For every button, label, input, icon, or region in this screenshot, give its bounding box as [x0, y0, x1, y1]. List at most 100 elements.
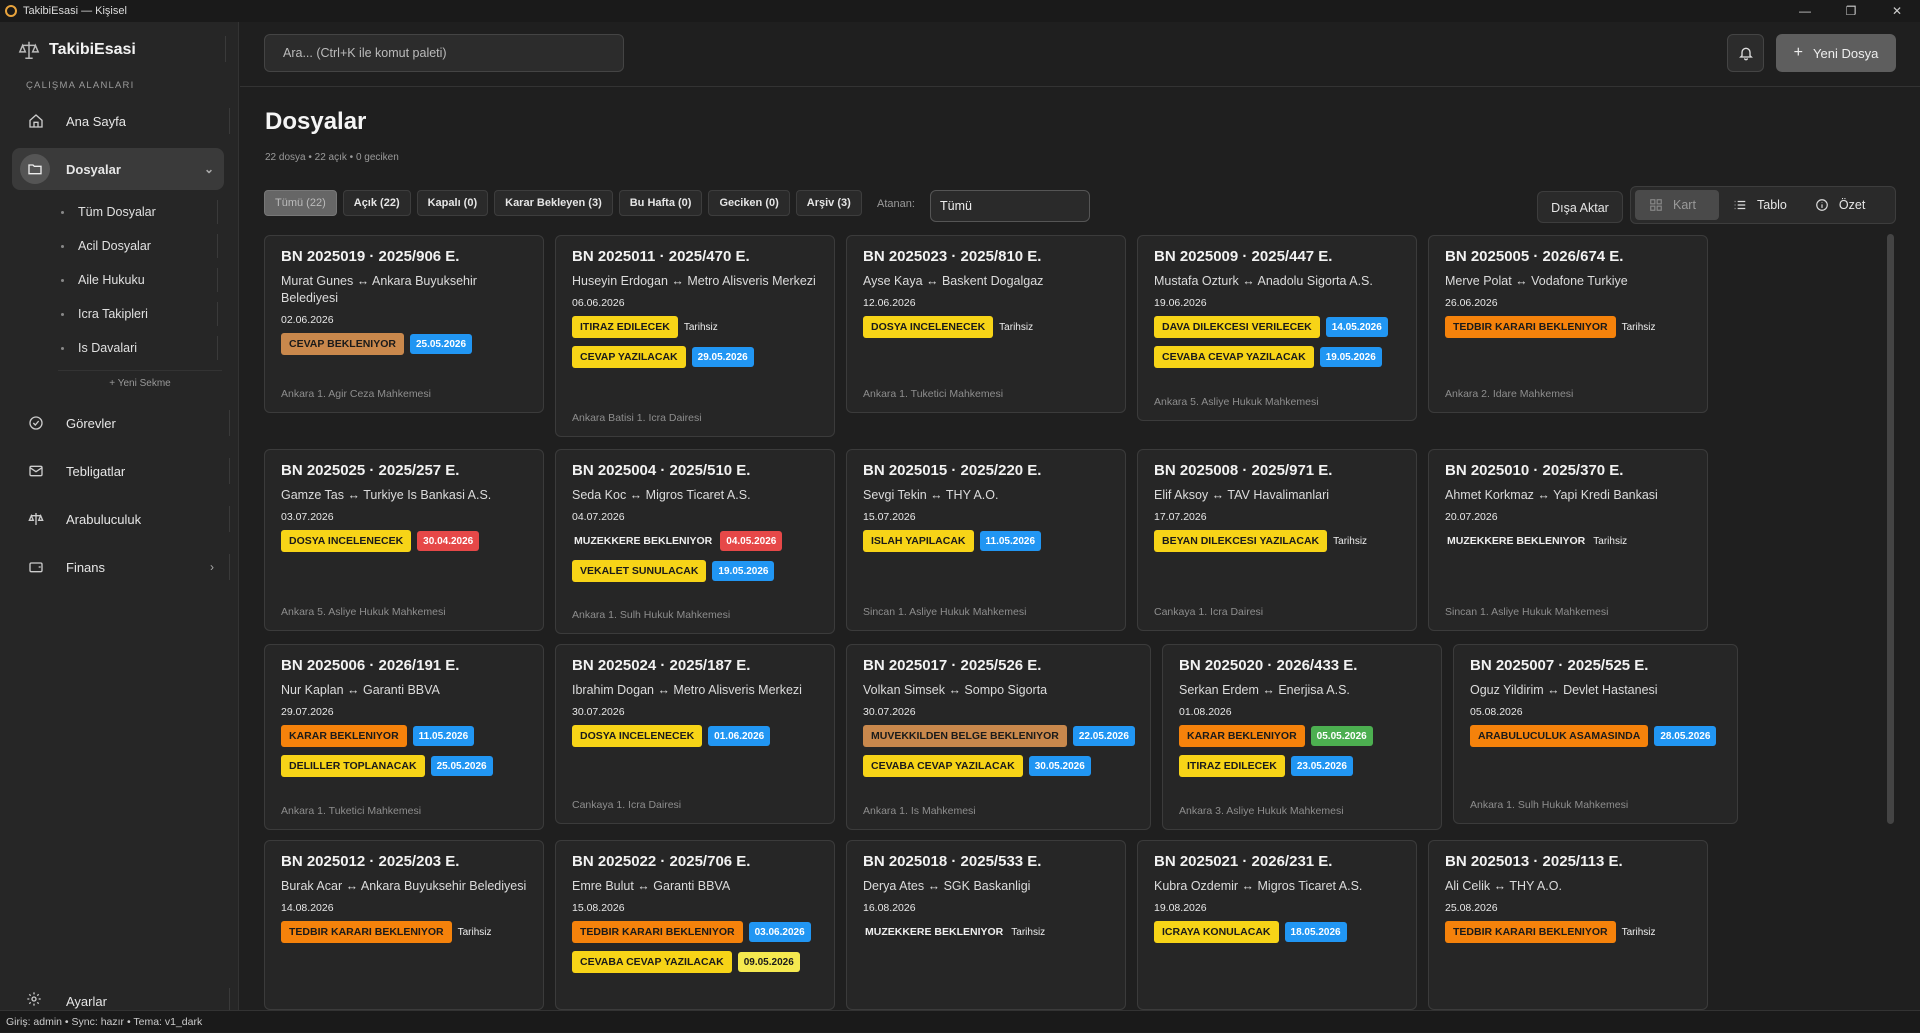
task-due-badge: 23.05.2026 [1290, 756, 1353, 776]
task-due-badge: 30.05.2026 [1028, 756, 1091, 776]
task-status-badge[interactable]: CEVABA CEVAP YAZILACAK [1154, 346, 1314, 368]
task-due-badge: Tarihsiz [457, 926, 492, 938]
filter-archive[interactable]: Arşiv (3) [795, 190, 862, 216]
task-due-badge: 30.04.2026 [417, 531, 480, 551]
file-card[interactable]: BN 2025012 · 2025/203 E. Burak Acar ↔ Ank… [264, 840, 544, 1010]
file-date: 06.06.2026 [572, 297, 625, 309]
file-parties: Elif Aksoy ↔ TAV Havalimanlari [1154, 488, 1330, 502]
maximize-icon[interactable]: ❐ [1845, 4, 1857, 18]
brand[interactable]: TakibiEsasi [18, 39, 136, 61]
task-status-badge[interactable]: ICRAYA KONULACAK [1154, 921, 1279, 943]
sidebar-item-home[interactable]: Ana Sayfa [12, 100, 230, 142]
file-card[interactable]: BN 2025015 · 2025/220 E. Sevgi Tekin ↔ TH… [846, 449, 1126, 631]
file-court: Cankaya 1. Icra Dairesi [572, 799, 682, 811]
notifications-button[interactable] [1727, 34, 1764, 72]
task-status-badge[interactable]: KARAR BEKLENIYOR [281, 725, 407, 747]
file-card[interactable]: BN 2025011 · 2025/470 E. Huseyin Erdogan … [555, 235, 835, 437]
task-status-badge[interactable]: ARABULUCULUK ASAMASINDA [1470, 725, 1649, 747]
task-status-badge[interactable]: CEVAP BEKLENIYOR [281, 333, 404, 355]
search-input[interactable]: Ara... (Ctrl+K ile komut paleti) [264, 34, 624, 72]
task-status-badge[interactable]: DOSYA INCELENECEK [572, 725, 703, 747]
task-status-badge[interactable]: MUZEKKERE BEKLENIYOR [865, 926, 1004, 938]
view-summary-button[interactable]: Özet [1801, 190, 1879, 220]
chevron-right-icon[interactable]: › [210, 560, 214, 574]
filter-open[interactable]: Açık (22) [342, 190, 411, 216]
folder-icon [20, 154, 50, 184]
assignee-select[interactable]: Tümü [930, 190, 1090, 222]
file-id: BN 2025012 · 2025/203 E. [281, 853, 460, 870]
file-card[interactable]: BN 2025022 · 2025/706 E. Emre Bulut ↔ Gar… [555, 840, 835, 1010]
task-status-badge[interactable]: MUVEKKILDEN BELGE BEKLENIYOR [863, 725, 1067, 747]
file-card[interactable]: BN 2025013 · 2025/113 E. Ali Celik ↔ THY … [1428, 840, 1708, 1010]
task-status-badge[interactable]: DAVA DILEKCESI VERILECEK [1154, 316, 1320, 338]
sidebar-subitem-labor[interactable]: Is Davalari [56, 332, 226, 364]
task-status-badge[interactable]: DOSYA INCELENECEK [281, 530, 412, 552]
file-card[interactable]: BN 2025023 · 2025/810 E. Ayse Kaya ↔ Bask… [846, 235, 1126, 413]
minimize-icon[interactable]: — [1799, 4, 1811, 18]
task-status-badge[interactable]: CEVAP YAZILACAK [572, 346, 686, 368]
task-status-badge[interactable]: TEDBIR KARARI BEKLENIYOR [1445, 921, 1616, 943]
task-status-badge[interactable]: BEYAN DILEKCESI YAZILACAK [1154, 530, 1328, 552]
file-card[interactable]: BN 2025008 · 2025/971 E. Elif Aksoy ↔ TAV… [1137, 449, 1417, 631]
file-parties: Ahmet Korkmaz ↔ Yapi Kredi Bankasi [1445, 488, 1658, 502]
sidebar-subitem-family[interactable]: Aile Hukuku [56, 264, 226, 296]
file-card[interactable]: BN 2025020 · 2026/433 E. Serkan Erdem ↔ E… [1162, 644, 1442, 830]
task-status-badge[interactable]: VEKALET SUNULACAK [572, 560, 707, 582]
sidebar-item-settings[interactable]: Ayarlar [12, 980, 230, 1022]
sidebar-subitem-enforcement[interactable]: Icra Takipleri [56, 298, 226, 330]
close-icon[interactable]: ✕ [1891, 4, 1903, 18]
file-card[interactable]: BN 2025025 · 2025/257 E. Gamze Tas ↔ Turk… [264, 449, 544, 631]
task-status-badge[interactable]: CEVABA CEVAP YAZILACAK [572, 951, 732, 973]
file-card[interactable]: BN 2025006 · 2026/191 E. Nur Kaplan ↔ Gar… [264, 644, 544, 830]
new-file-button[interactable]: + Yeni Dosya [1776, 34, 1896, 72]
chevron-down-icon[interactable]: ⌄ [203, 162, 214, 176]
sidebar-subitem-all-files[interactable]: Tüm Dosyalar [56, 196, 226, 228]
file-card[interactable]: BN 2025007 · 2025/525 E. Oguz Yildirim ↔ … [1453, 644, 1738, 824]
task-status-badge[interactable]: ITIRAZ EDILECEK [1179, 755, 1285, 777]
sidebar-subitem-urgent[interactable]: Acil Dosyalar [56, 230, 226, 262]
task-status-badge[interactable]: DOSYA INCELENECEK [863, 316, 994, 338]
task-tags: KARAR BEKLENIYOR 11.05.2026 DELILLER TOPLA… [281, 725, 527, 777]
view-card-button[interactable]: Kart [1635, 190, 1719, 220]
task-status-badge[interactable]: KARAR BEKLENIYOR [1179, 725, 1305, 747]
task-row: ITIRAZ EDILECEK 23.05.2026 [1179, 755, 1425, 777]
file-card[interactable]: BN 2025010 · 2025/370 E. Ahmet Korkmaz ↔ … [1428, 449, 1708, 631]
file-card[interactable]: BN 2025021 · 2026/231 E. Kubra Ozdemir ↔ … [1137, 840, 1417, 1010]
task-tags: MUZEKKERE BEKLENIYOR 04.05.2026 VEKALET SU… [572, 530, 818, 582]
task-status-badge[interactable]: DELILLER TOPLANACAK [281, 755, 425, 777]
task-due-badge: 18.05.2026 [1284, 922, 1347, 942]
task-status-badge[interactable]: MUZEKKERE BEKLENIYOR [574, 535, 713, 547]
task-status-badge[interactable]: TEDBIR KARARI BEKLENIYOR [1445, 316, 1616, 338]
file-card[interactable]: BN 2025024 · 2025/187 E. Ibrahim Dogan ↔ … [555, 644, 835, 824]
file-card[interactable]: BN 2025017 · 2025/526 E. Volkan Simsek ↔ … [846, 644, 1151, 830]
task-status-badge[interactable]: ISLAH YAPILACAK [863, 530, 974, 552]
view-table-button[interactable]: Tablo [1719, 190, 1801, 220]
sidebar-item-notifications[interactable]: Tebligatlar [12, 450, 230, 492]
filter-tabs: Tümü (22) Açık (22) Kapalı (0) Karar Bek… [264, 190, 862, 216]
sidebar-item-mediation[interactable]: Arabuluculuk [12, 498, 230, 540]
file-card[interactable]: BN 2025004 · 2025/510 E. Seda Koc ↔ Migro… [555, 449, 835, 634]
scrollbar[interactable] [1887, 234, 1894, 824]
new-tab-button[interactable]: + Yeni Sekme [58, 370, 222, 394]
file-court: Ankara 1. Tuketici Mahkemesi [863, 388, 1004, 400]
filter-overdue[interactable]: Geciken (0) [708, 190, 790, 216]
filter-this-week[interactable]: Bu Hafta (0) [618, 190, 703, 216]
export-button[interactable]: Dışa Aktar [1537, 191, 1623, 223]
task-status-badge[interactable]: CEVABA CEVAP YAZILACAK [863, 755, 1023, 777]
task-status-badge[interactable]: MUZEKKERE BEKLENIYOR [1447, 535, 1586, 547]
sidebar-item-files[interactable]: Dosyalar ⌄ [12, 148, 224, 190]
file-card[interactable]: BN 2025005 · 2026/674 E. Merve Polat ↔ Vo… [1428, 235, 1708, 413]
task-due-badge: 28.05.2026 [1654, 726, 1717, 746]
file-card[interactable]: BN 2025019 · 2025/906 E. Murat Gunes ↔ An… [264, 235, 544, 413]
file-parties: Ali Celik ↔ THY A.O. [1445, 879, 1562, 893]
filter-all[interactable]: Tümü (22) [264, 190, 337, 216]
file-card[interactable]: BN 2025009 · 2025/447 E. Mustafa Ozturk ↔… [1137, 235, 1417, 421]
task-status-badge[interactable]: TEDBIR KARARI BEKLENIYOR [572, 921, 743, 943]
filter-awaiting-decision[interactable]: Karar Bekleyen (3) [494, 190, 613, 216]
filter-closed[interactable]: Kapalı (0) [416, 190, 489, 216]
sidebar-item-finance[interactable]: Finans › [12, 546, 230, 588]
task-status-badge[interactable]: TEDBIR KARARI BEKLENIYOR [281, 921, 452, 943]
task-status-badge[interactable]: ITIRAZ EDILECEK [572, 316, 678, 338]
sidebar-item-tasks[interactable]: Görevler [12, 402, 230, 444]
file-card[interactable]: BN 2025018 · 2025/533 E. Derya Ates ↔ SGK… [846, 840, 1126, 1010]
